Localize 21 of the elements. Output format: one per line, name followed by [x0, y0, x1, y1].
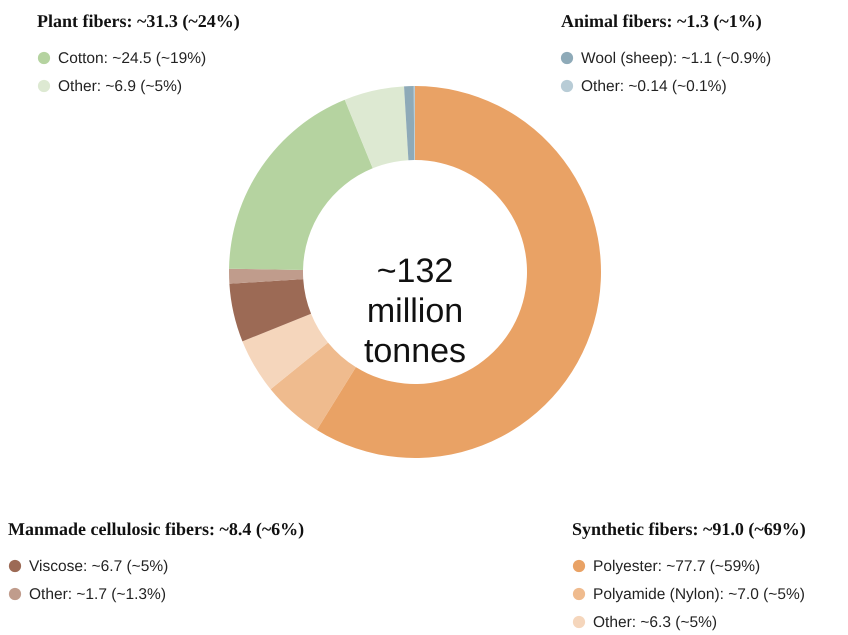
legend-label: Polyester: ~77.7 (~59%) [593, 558, 760, 575]
donut-slice [242, 314, 328, 390]
text: Synthetic fibers: ~91.0 (~69%) [572, 519, 806, 539]
donut-slice [270, 342, 356, 430]
legend-label: Other: ~0.14 (~0.1%) [581, 78, 727, 95]
legend-label: Cotton: ~24.5 (~19%) [58, 50, 206, 67]
legend-label: Viscose: ~6.7 (~5%) [29, 558, 168, 575]
donut-slice [229, 268, 304, 284]
donut-slice [229, 100, 373, 270]
legend-label: Other: ~6.3 (~5%) [593, 614, 718, 631]
legend-label: Polyamide (Nylon): ~7.0 (~5%) [593, 586, 805, 603]
text: ~132 million tonnes [364, 252, 466, 370]
text: Manmade cellulosic fibers: ~8.4 (~6%) [8, 519, 304, 539]
legend-label: Other: ~6.9 (~5%) [58, 78, 182, 95]
text: Plant fibers: ~31.3 (~24%) [37, 11, 240, 31]
legend-label: Wool (sheep): ~1.1 (~0.9%) [581, 50, 772, 67]
donut-slice [404, 86, 414, 160]
text: Animal fibers: ~1.3 (~1%) [561, 11, 762, 31]
donut-slice [344, 86, 408, 168]
donut-slice [229, 279, 312, 342]
legend-label: Other: ~1.7 (~1.3%) [29, 586, 166, 603]
